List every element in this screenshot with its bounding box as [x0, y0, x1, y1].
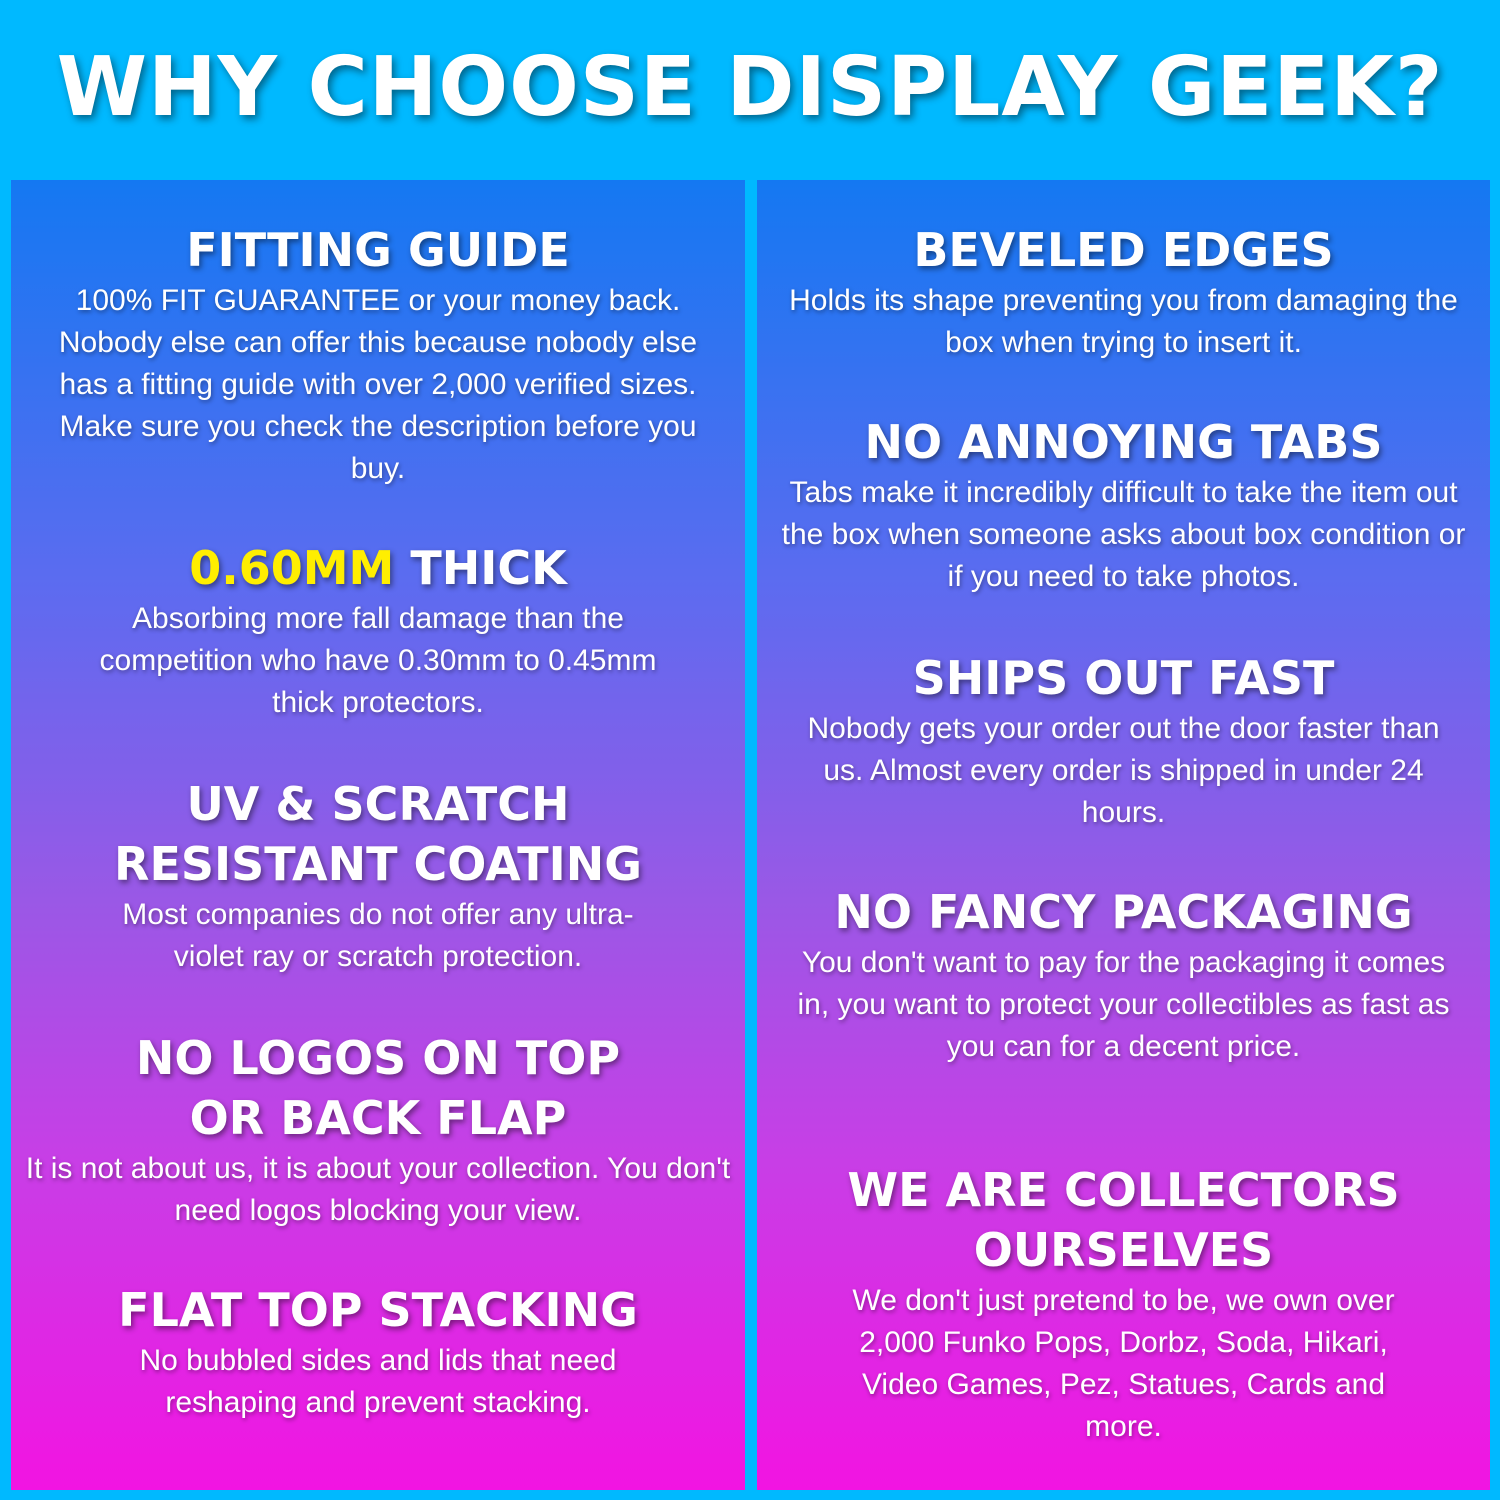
feature-no-packaging: NO FANCY PACKAGING You don't want to pay…	[757, 882, 1490, 1068]
feature-heading: NO ANNOYING TABS	[864, 415, 1383, 469]
feature-body: Tabs make it incredibly difficult to tak…	[781, 476, 1466, 593]
left-panel: FITTING GUIDE 100% FIT GUARANTEE or your…	[11, 180, 745, 1490]
feature-body: No bubbled sides and lids that need resh…	[139, 1344, 617, 1419]
feature-body: Most companies do not offer any ultra-vi…	[122, 898, 634, 973]
feature-heading: FITTING GUIDE	[186, 223, 570, 277]
feature-heading: NO LOGOS ON TOP OR BACK FLAP	[135, 1031, 621, 1145]
feature-heading: BEVELED EDGES	[913, 223, 1334, 277]
feature-collectors: WE ARE COLLECTORS OURSELVES We don't jus…	[757, 1160, 1490, 1448]
feature-no-tabs: NO ANNOYING TABS Tabs make it incredibly…	[757, 412, 1490, 598]
feature-uv-coating: UV & SCRATCH RESISTANT COATING Most comp…	[11, 774, 745, 978]
feature-thickness: 0.60MM THICK Absorbing more fall damage …	[11, 538, 745, 724]
feature-heading: UV & SCRATCH RESISTANT COATING	[114, 777, 642, 891]
heading-text: THICK	[394, 541, 567, 595]
feature-body: We don't just pretend to be, we own over…	[852, 1284, 1395, 1443]
feature-heading: FLAT TOP STACKING	[118, 1283, 638, 1337]
feature-flat-top: FLAT TOP STACKING No bubbled sides and l…	[11, 1280, 745, 1424]
right-panel: BEVELED EDGES Holds its shape preventing…	[757, 180, 1490, 1490]
feature-body: 100% FIT GUARANTEE or your money back. N…	[58, 284, 698, 485]
feature-no-logos: NO LOGOS ON TOP OR BACK FLAP It is not a…	[11, 1028, 745, 1232]
feature-beveled-edges: BEVELED EDGES Holds its shape preventing…	[757, 220, 1490, 364]
feature-ships-fast: SHIPS OUT FAST Nobody gets your order ou…	[757, 648, 1490, 834]
feature-body: Nobody gets your order out the door fast…	[807, 712, 1440, 829]
feature-heading: SHIPS OUT FAST	[912, 651, 1335, 705]
feature-body: You don't want to pay for the packaging …	[797, 946, 1450, 1063]
page-title: WHY CHOOSE DISPLAY GEEK?	[56, 40, 1444, 135]
feature-heading: 0.60MM THICK	[11, 538, 745, 598]
feature-body: It is not about us, it is about your col…	[25, 1152, 731, 1227]
feature-body: Holds its shape preventing you from dama…	[789, 284, 1458, 359]
feature-heading: WE ARE COLLECTORS OURSELVES	[847, 1163, 1400, 1277]
feature-heading: NO FANCY PACKAGING	[834, 885, 1413, 939]
feature-body: Absorbing more fall damage than the comp…	[99, 602, 657, 719]
feature-fitting-guide: FITTING GUIDE 100% FIT GUARANTEE or your…	[11, 220, 745, 490]
heading-highlight: 0.60MM	[189, 541, 395, 595]
